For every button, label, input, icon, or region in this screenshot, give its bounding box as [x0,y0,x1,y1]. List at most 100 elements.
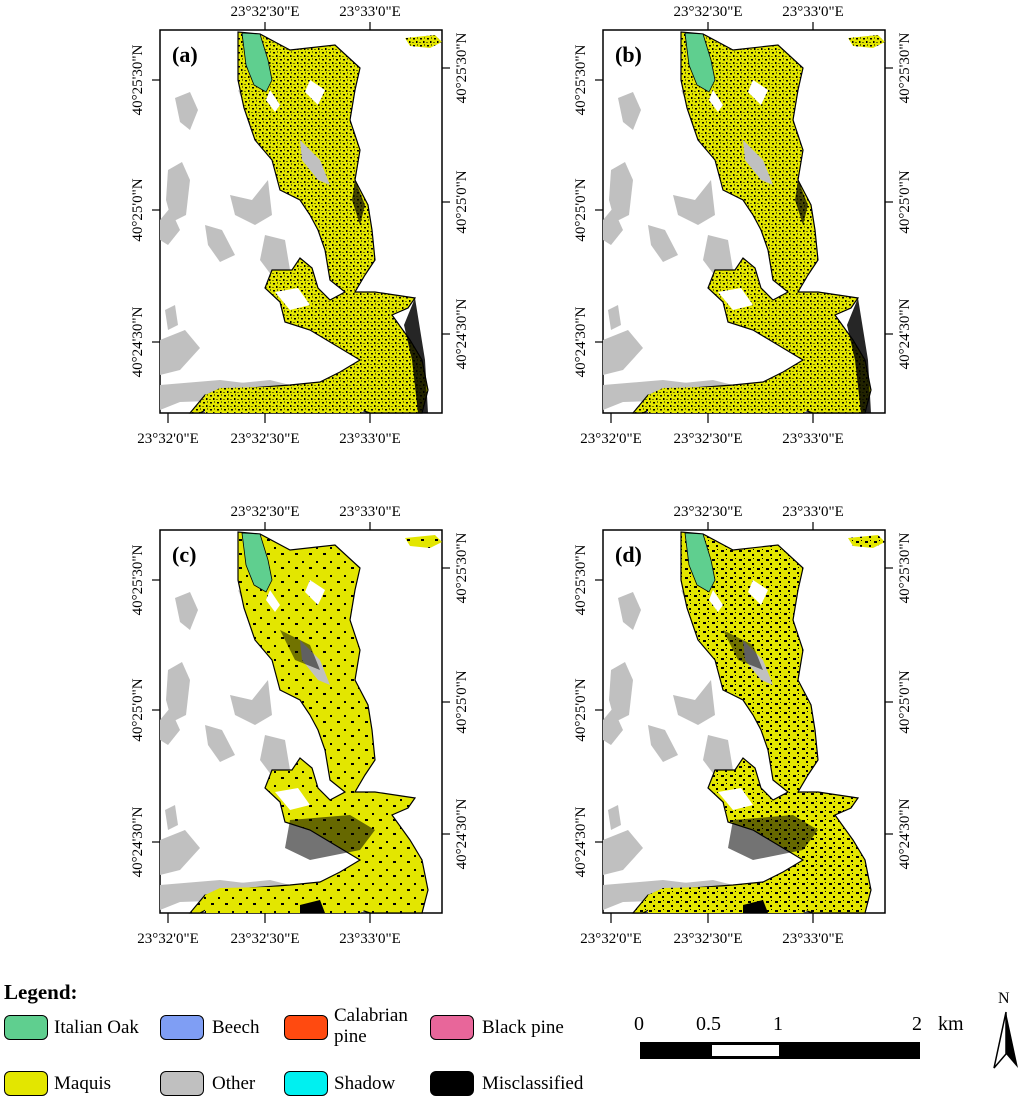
maquis-area [205,886,380,913]
panel-label: (d) [615,542,642,567]
lat-right-label: 40°24'30"N [897,799,913,870]
lat-right-label: 40°25'30"N [454,533,470,604]
italian-oak-area [684,32,716,93]
scale-tick-2: 2 [912,1013,922,1035]
lat-left-label: 40°25'0"N [573,678,589,741]
lon-bottom-label: 23°32'30"E [231,431,300,447]
legend-label-italian-oak: Italian Oak [54,1017,139,1038]
other-area [160,330,200,375]
misclassified-area [280,630,320,670]
other-area [160,208,180,245]
legend-label-maquis: Maquis [54,1073,111,1094]
north-arrow-icon [993,1011,1018,1069]
map-panel-a: (a) 23°32'30"E 23°33'0"E 23°32'0"E 23°32'30"… [130,4,470,447]
legend-swatch-beech [160,1015,204,1040]
scale-bar-white-segment [712,1045,779,1056]
other-area [603,708,623,745]
other-area [165,805,178,830]
scale-tick-1: 1 [773,1013,783,1035]
legend-label-misclassified: Misclassified [482,1073,584,1094]
legend-swatch-black-pine [430,1015,474,1040]
lat-left-label: 40°25'30"N [573,545,589,616]
gap-area [718,288,753,310]
lon-bottom-label: 23°33'0"E [339,431,401,447]
gap-area [305,80,325,105]
misclassified-area [743,900,768,913]
other-area [165,305,178,330]
other-area [230,680,272,725]
gap-area [748,580,768,605]
lat-left-label: 40°25'0"N [130,678,146,741]
gap-area [305,580,325,605]
legend-swatch-calabrian-pine [284,1015,328,1040]
other-area [609,662,633,722]
scale-tick-0: 0 [634,1013,644,1035]
lon-bottom-label: 23°32'0"E [580,431,642,447]
maquis-area [848,35,885,48]
lat-left-label: 40°25'30"N [130,45,146,116]
panel-label: (b) [615,42,642,67]
lon-top-label: 23°33'0"E [782,504,844,520]
other-area [175,92,198,130]
legend-swatch-maquis [4,1071,48,1096]
other-area [230,180,272,225]
lon-bottom-label: 23°33'0"E [339,931,401,947]
lat-right-label: 40°25'0"N [897,670,913,733]
misclassified-area [795,180,808,225]
other-area [300,140,330,185]
other-area [260,235,290,280]
legend-label-other: Other [212,1073,256,1094]
other-area [703,235,733,280]
gap-area [266,90,280,112]
legend-label-calabrian-pine: Calabrian pine [334,1005,408,1047]
maquis-area [405,35,442,48]
gap-area [275,288,310,310]
maquis-area [205,386,380,413]
other-area [673,180,715,225]
legend-label-black-pine: Black pine [482,1017,564,1038]
gap-area [266,590,280,612]
other-area [205,725,235,762]
lat-right-label: 40°24'30"N [454,799,470,870]
legend-swatch-other [160,1071,204,1096]
italian-oak-area [241,532,273,593]
map-panel-b: (b) 23°32'30"E 23°33'0"E 23°32'0"E 23°32'30"… [573,4,913,447]
gap-area [709,90,723,112]
other-area [618,592,641,630]
lat-right-label: 40°25'30"N [897,33,913,104]
other-area [603,330,643,375]
map-panel-d: (d) 23°32'30"E 23°33'0"E 23°32'0"E 23°32'30"… [573,504,913,947]
lon-bottom-label: 23°32'30"E [674,431,743,447]
maquis-area [631,31,872,414]
other-area [160,708,180,745]
other-area [205,225,235,262]
lat-left-label: 40°24'30"N [573,807,589,878]
maquis-area [405,535,442,548]
lon-bottom-label: 23°33'0"E [782,431,844,447]
misclassified-area [352,180,365,225]
lat-right-label: 40°24'30"N [897,299,913,370]
other-area [648,225,678,262]
misclassified-area [300,900,325,913]
other-area [648,725,678,762]
italian-oak-area [684,532,716,593]
lat-left-label: 40°24'30"N [573,307,589,378]
other-area [603,208,623,245]
italian-oak-area [241,32,273,93]
maquis-area [648,886,823,913]
other-area [166,662,190,722]
gap-area [748,80,768,105]
lat-left-label: 40°25'0"N [130,178,146,241]
lat-left-label: 40°24'30"N [130,807,146,878]
other-area [160,830,200,875]
maquis-area [648,386,823,413]
lon-top-label: 23°32'30"E [231,504,300,520]
other-area [618,92,641,130]
legend-swatch-italian-oak [4,1015,48,1040]
legend-title: Legend: [4,980,78,1004]
gap-area [275,788,310,810]
misclassified-area [404,298,428,413]
gap-area [718,788,753,810]
scale-tick-0-5: 0.5 [696,1013,721,1035]
